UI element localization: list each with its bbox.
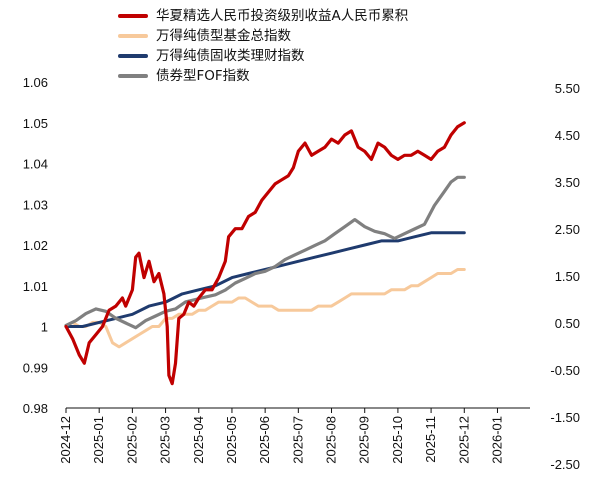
legend-swatch: [118, 34, 148, 38]
y-left-tick-label: 1.02: [23, 238, 48, 253]
y-right-tick-label: -2.50: [550, 457, 580, 472]
legend-item: 华夏精选人民币投资级别收益A人民币累积: [118, 6, 408, 26]
y-right-tick-label: -1.50: [550, 410, 580, 425]
x-tick-label: 2025-01: [91, 416, 106, 464]
legend-swatch: [118, 74, 148, 78]
legend-item: 万得纯债固收类理财指数: [118, 46, 408, 66]
x-tick-label: 2025-04: [191, 416, 206, 464]
y-right-tick-label: 3.50: [555, 175, 580, 190]
series-line-1: [64, 268, 466, 349]
legend: 华夏精选人民币投资级别收益A人民币累积 万得纯债型基金总指数 万得纯债固收类理财指数…: [118, 6, 408, 86]
x-tick-label: 2025-09: [357, 416, 372, 464]
y-left-tick-label: 1.05: [23, 116, 48, 131]
y-left-tick-label: 1.03: [23, 197, 48, 212]
labels-layer: 2024-12 2025-01 2025-02 2025-03 2025-04 2025-…: [23, 75, 580, 472]
y-right-tick-label: -0.50: [550, 363, 580, 378]
x-tick-label: 2025-06: [257, 416, 272, 464]
x-tick-label: 2025-11: [423, 416, 438, 463]
y-left-tick-label: 1.04: [23, 157, 48, 172]
y-left-tick-label: 1: [41, 320, 48, 335]
y-right-tick-label: 0.50: [555, 316, 580, 331]
y-left-tick-label: 1.06: [23, 75, 48, 90]
axes-layer: [65, 407, 530, 413]
legend-swatch: [118, 54, 148, 58]
series-line-2: [64, 231, 466, 328]
series-line-3: [64, 175, 466, 330]
legend-item: 债券型FOF指数: [118, 66, 408, 86]
y-left-tick-label: 0.98: [23, 401, 48, 416]
legend-swatch: [118, 14, 148, 18]
x-tick-label: 2026-01: [489, 416, 504, 464]
y-left-tick-label: 0.99: [23, 360, 48, 375]
y-right-tick-label: 2.50: [555, 222, 580, 237]
legend-label: 万得纯债型基金总指数: [156, 28, 291, 44]
legend-label: 华夏精选人民币投资级别收益A人民币累积: [156, 8, 409, 24]
y-right-tick-label: 5.50: [555, 81, 580, 96]
legend-label: 万得纯债固收类理财指数: [156, 48, 305, 64]
x-tick-label: 2025-02: [124, 416, 139, 464]
y-right-tick-label: 4.50: [555, 128, 580, 143]
y-right-tick-label: 1.50: [555, 269, 580, 284]
x-tick-label: 2025-12: [456, 416, 471, 464]
series-line-0: [64, 121, 466, 386]
x-tick-label: 2024-12: [58, 416, 73, 464]
legend-label: 债券型FOF指数: [156, 68, 250, 84]
x-tick-label: 2025-08: [324, 416, 339, 464]
x-tick-label: 2025-05: [224, 416, 239, 464]
y-left-tick-label: 1.01: [23, 279, 48, 294]
x-tick-label: 2025-07: [290, 416, 305, 464]
series-layer: [64, 121, 466, 386]
legend-item: 万得纯债型基金总指数: [118, 26, 408, 46]
x-tick-label: 2025-10: [390, 416, 405, 464]
x-tick-label: 2025-03: [158, 416, 173, 464]
